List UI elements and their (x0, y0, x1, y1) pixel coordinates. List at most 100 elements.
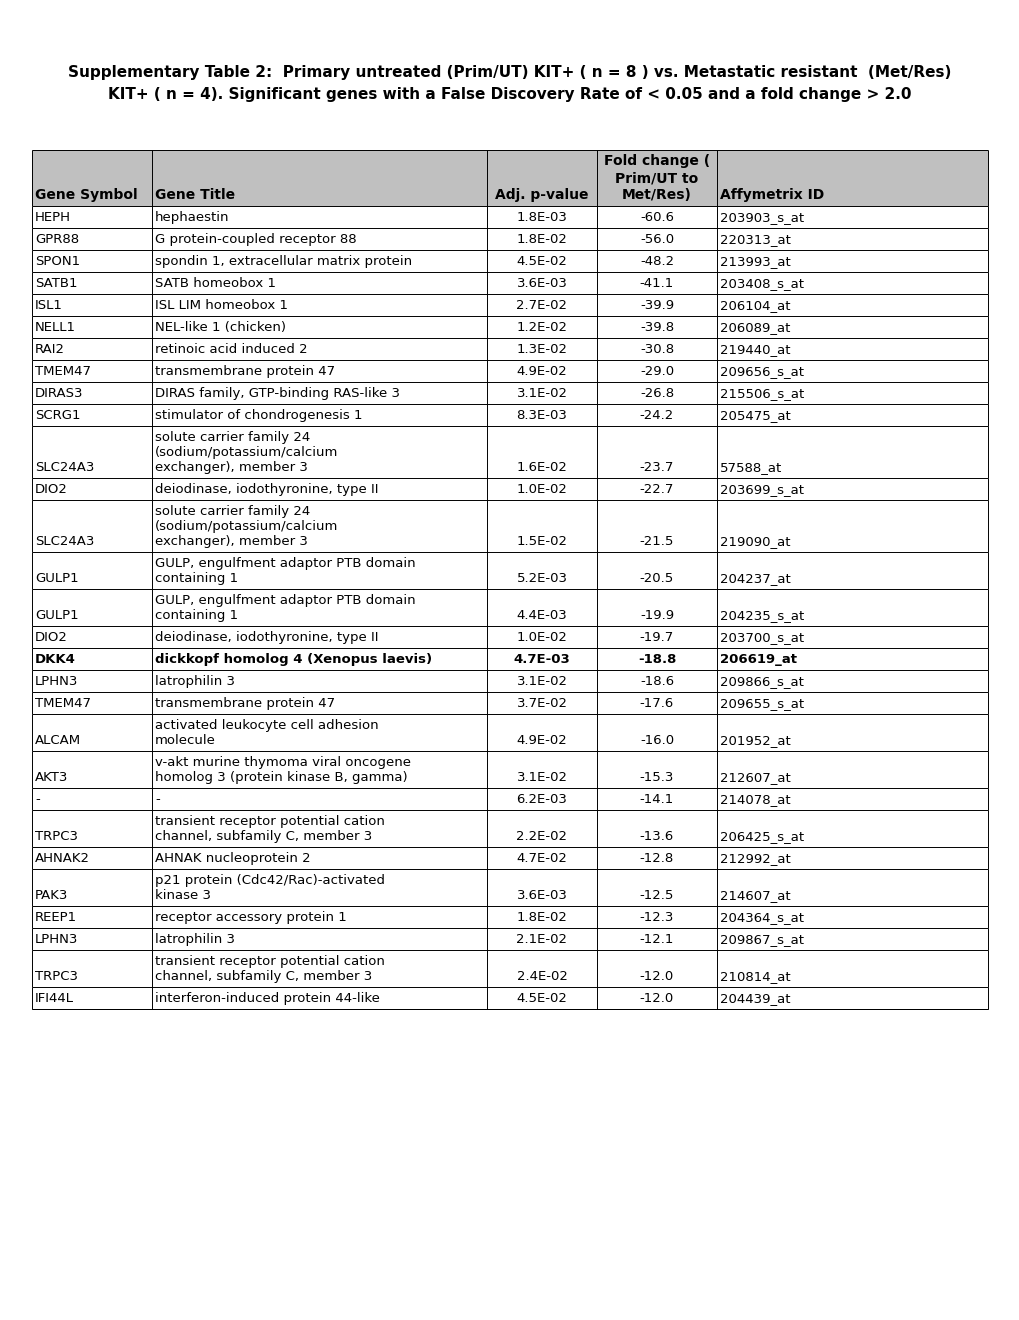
Text: -14.1: -14.1 (639, 793, 674, 807)
Text: -21.5: -21.5 (639, 535, 674, 548)
Text: 219440_at: 219440_at (719, 343, 790, 356)
Bar (32, 788, 987, 810)
Text: TMEM47: TMEM47 (35, 697, 91, 710)
Text: 6.2E-03: 6.2E-03 (516, 793, 567, 807)
Text: 4.5E-02: 4.5E-02 (516, 993, 567, 1005)
Text: 209866_s_at: 209866_s_at (719, 675, 803, 688)
Bar (32, 228, 987, 249)
Bar (32, 360, 987, 381)
Text: Gene Title: Gene Title (155, 187, 235, 202)
Text: transmembrane protein 47: transmembrane protein 47 (155, 697, 335, 710)
Text: channel, subfamily C, member 3: channel, subfamily C, member 3 (155, 830, 372, 843)
Text: 209656_s_at: 209656_s_at (719, 366, 803, 378)
Text: DIO2: DIO2 (35, 631, 68, 644)
Text: 209655_s_at: 209655_s_at (719, 697, 803, 710)
Text: 212992_at: 212992_at (719, 851, 790, 865)
Bar (32, 589, 987, 626)
Text: -: - (155, 793, 160, 807)
Bar (32, 150, 987, 206)
Text: 3.6E-03: 3.6E-03 (516, 888, 567, 902)
Text: GULP, engulfment adaptor PTB domain: GULP, engulfment adaptor PTB domain (155, 557, 415, 570)
Text: -41.1: -41.1 (639, 277, 674, 290)
Text: 2.2E-02: 2.2E-02 (516, 830, 567, 843)
Text: -23.7: -23.7 (639, 461, 674, 474)
Text: 209867_s_at: 209867_s_at (719, 933, 803, 946)
Text: molecule: molecule (155, 734, 216, 747)
Text: -26.8: -26.8 (639, 387, 674, 400)
Text: 206619_at: 206619_at (719, 653, 796, 667)
Text: Adj. p-value: Adj. p-value (495, 187, 588, 202)
Text: (sodium/potassium/calcium: (sodium/potassium/calcium (155, 446, 338, 459)
Bar (32, 478, 987, 500)
Text: 2.1E-02: 2.1E-02 (516, 933, 567, 946)
Text: -19.9: -19.9 (639, 609, 674, 622)
Text: 213993_at: 213993_at (719, 255, 790, 268)
Text: 1.6E-02: 1.6E-02 (516, 461, 567, 474)
Text: 3.1E-02: 3.1E-02 (516, 387, 567, 400)
Bar (32, 869, 987, 906)
Text: -13.6: -13.6 (639, 830, 674, 843)
Text: DIO2: DIO2 (35, 483, 68, 496)
Text: LPHN3: LPHN3 (35, 675, 78, 688)
Bar (32, 928, 987, 950)
Text: interferon-induced protein 44-like: interferon-induced protein 44-like (155, 993, 379, 1005)
Bar (32, 315, 987, 338)
Text: 4.7E-02: 4.7E-02 (516, 851, 567, 865)
Text: DIRAS family, GTP-binding RAS-like 3: DIRAS family, GTP-binding RAS-like 3 (155, 387, 399, 400)
Text: 204364_s_at: 204364_s_at (719, 911, 803, 924)
Text: homolog 3 (protein kinase B, gamma): homolog 3 (protein kinase B, gamma) (155, 771, 408, 784)
Text: hephaestin: hephaestin (155, 211, 229, 224)
Text: 214078_at: 214078_at (719, 793, 790, 807)
Text: Met/Res): Met/Res) (622, 187, 691, 202)
Text: GPR88: GPR88 (35, 234, 79, 246)
Text: -17.6: -17.6 (639, 697, 674, 710)
Text: GULP1: GULP1 (35, 572, 78, 585)
Text: 203903_s_at: 203903_s_at (719, 211, 803, 224)
Text: channel, subfamily C, member 3: channel, subfamily C, member 3 (155, 970, 372, 983)
Text: latrophilin 3: latrophilin 3 (155, 675, 234, 688)
Text: SLC24A3: SLC24A3 (35, 461, 95, 474)
Text: KIT+ ( n = 4). Significant genes with a False Discovery Rate of < 0.05 and a fol: KIT+ ( n = 4). Significant genes with a … (108, 87, 911, 103)
Text: 215506_s_at: 215506_s_at (719, 387, 803, 400)
Text: -22.7: -22.7 (639, 483, 674, 496)
Text: REEP1: REEP1 (35, 911, 77, 924)
Text: 2.4E-02: 2.4E-02 (516, 970, 567, 983)
Text: 203700_s_at: 203700_s_at (719, 631, 803, 644)
Bar (32, 671, 987, 692)
Text: -12.8: -12.8 (639, 851, 674, 865)
Text: solute carrier family 24: solute carrier family 24 (155, 432, 310, 444)
Bar (32, 987, 987, 1008)
Text: -12.3: -12.3 (639, 911, 674, 924)
Text: SCRG1: SCRG1 (35, 409, 81, 422)
Bar (32, 338, 987, 360)
Text: 5.2E-03: 5.2E-03 (516, 572, 567, 585)
Text: -12.0: -12.0 (639, 970, 674, 983)
Text: SATB1: SATB1 (35, 277, 77, 290)
Text: HEPH: HEPH (35, 211, 71, 224)
Text: -19.7: -19.7 (639, 631, 674, 644)
Text: ALCAM: ALCAM (35, 734, 82, 747)
Text: solute carrier family 24: solute carrier family 24 (155, 506, 310, 517)
Text: TRPC3: TRPC3 (35, 830, 77, 843)
Bar (32, 552, 987, 589)
Bar (32, 847, 987, 869)
Bar (32, 950, 987, 987)
Text: 1.8E-02: 1.8E-02 (516, 234, 567, 246)
Text: 205475_at: 205475_at (719, 409, 790, 422)
Text: 3.1E-02: 3.1E-02 (516, 771, 567, 784)
Text: 204439_at: 204439_at (719, 993, 790, 1005)
Text: NEL-like 1 (chicken): NEL-like 1 (chicken) (155, 321, 285, 334)
Text: -18.8: -18.8 (637, 653, 676, 667)
Bar (32, 272, 987, 294)
Text: TMEM47: TMEM47 (35, 366, 91, 378)
Bar (32, 404, 987, 426)
Text: 3.7E-02: 3.7E-02 (516, 697, 567, 710)
Text: PAK3: PAK3 (35, 888, 68, 902)
Text: transient receptor potential cation: transient receptor potential cation (155, 954, 384, 968)
Text: transient receptor potential cation: transient receptor potential cation (155, 814, 384, 828)
Text: DIRAS3: DIRAS3 (35, 387, 84, 400)
Bar (32, 751, 987, 788)
Text: kinase 3: kinase 3 (155, 888, 211, 902)
Text: 1.0E-02: 1.0E-02 (516, 631, 567, 644)
Text: 1.2E-02: 1.2E-02 (516, 321, 567, 334)
